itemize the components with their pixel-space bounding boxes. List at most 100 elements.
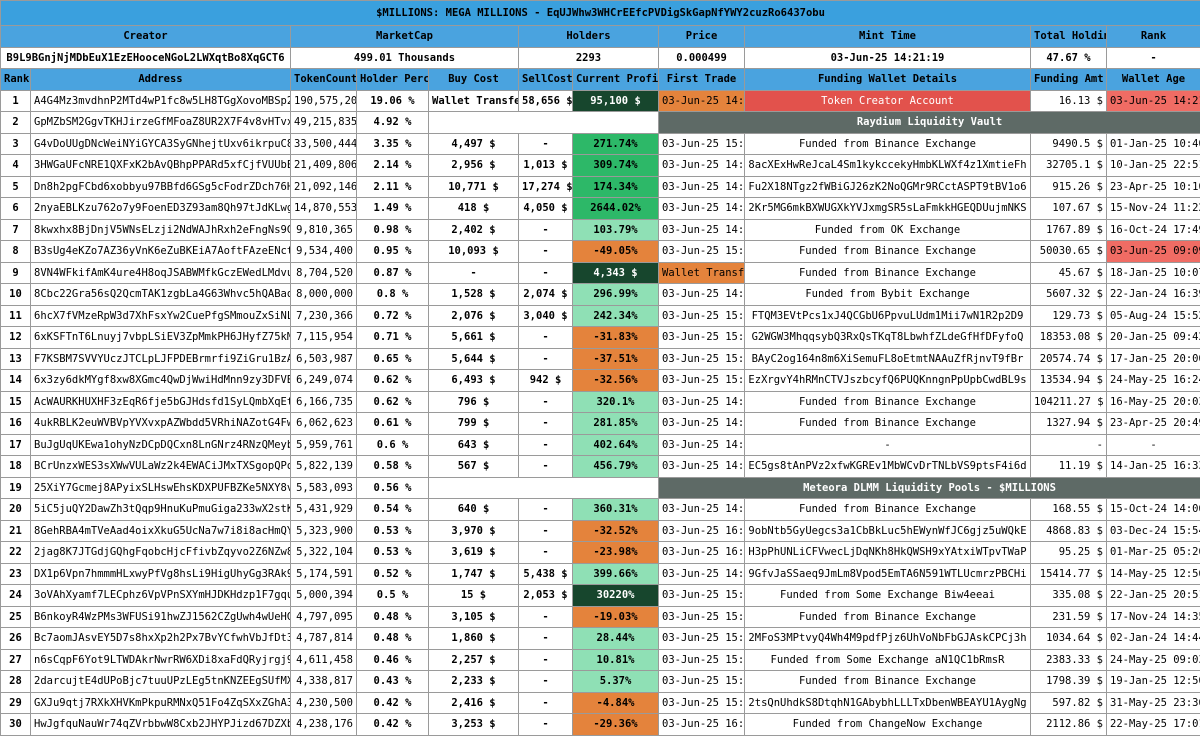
- funding-wallet-cell[interactable]: Funded from OK Exchange: [745, 219, 1031, 241]
- funding-wallet-cell[interactable]: FTQM3EVtPcs1xJ4QCGbU6PpvuLUdm1Mii7wN1R2p…: [745, 305, 1031, 327]
- buy-cost-cell: 799 $: [429, 413, 519, 435]
- rank-cell: 24: [1, 585, 31, 607]
- funding-wallet-cell[interactable]: Funded from Binance Exchange: [745, 413, 1031, 435]
- address-cell[interactable]: 6x3zy6dkMYgf8xw8XGmc4QwDjWwiHdMnn9zy3DFV…: [31, 370, 291, 392]
- sellcost-cell: -: [519, 714, 573, 736]
- address-cell[interactable]: 8VN4WFkifAmK4ure4H8oqJSABWMfkGczEWedLMdv…: [31, 262, 291, 284]
- funding-wallet-cell[interactable]: Funded from Some Exchange Biw4eeai: [745, 585, 1031, 607]
- funding-wallet-cell[interactable]: 2MFoS3MPtvyQ4Wh4M9pdfPjz6UhVoNbFbGJAskCP…: [745, 628, 1031, 650]
- address-cell[interactable]: 2nyaEBLKzu762o7y9FoenED3Z93am8Qh97tJdKLw…: [31, 198, 291, 220]
- funding-wallet-cell[interactable]: Funded from Binance Exchange: [745, 499, 1031, 521]
- address-cell[interactable]: 5iC5juQY2DawZh3tQqp9HnuKuPmuGiga233wX2st…: [31, 499, 291, 521]
- sellcost-cell: -: [519, 628, 573, 650]
- first-trade-cell: 03-Jun-25 15:45:06: [659, 327, 745, 349]
- first-trade-cell: 03-Jun-25 15:28:30: [659, 671, 745, 693]
- address-cell[interactable]: 2jag8K7JTGdjGQhgFqobcHjcFfivbZqyvo2Z6NZw…: [31, 542, 291, 564]
- creator-address[interactable]: B9L9BGnjNjMDbEuX1EzEHooceNGoL2LWXqtBo8Xq…: [1, 47, 291, 69]
- address-cell[interactable]: A4G4Mz3mvdhnP2MTd4wP1fc8w5LH8TGgXovoMBSp…: [31, 90, 291, 112]
- address-cell[interactable]: F7KSBM7SVVYUczJTCLpLJFPDEBrmrfi9ZiGru1Bz…: [31, 348, 291, 370]
- address-cell[interactable]: G4vDoUUgDNcWeiNYiGYCA3SyGNhejtUxv6ikrpuC…: [31, 133, 291, 155]
- funding-wallet-cell[interactable]: H3pPhUNLiCFVwecLjDqNKh8HkQWSH9xYAtxiWTpv…: [745, 542, 1031, 564]
- funding-wallet-cell[interactable]: 9obNtb5GyUegcs3a1CbBkLuc5hEWynWfJC6gjz5u…: [745, 520, 1031, 542]
- current-profit-cell: 5.37%: [573, 671, 659, 693]
- address-cell[interactable]: B6nkoyR4WzPMs3WFUSi91hwZJ1562CZgUwh4wUeH…: [31, 606, 291, 628]
- address-cell[interactable]: GXJu9qtj7RXkXHVKmPkpuRMNxQ51Fo4ZqSXxZGhA…: [31, 692, 291, 714]
- funding-wallet-cell[interactable]: 2Kr5MG6mkBXWUGXkYVJxmgSR5sLaFmkkHGEQDUuj…: [745, 198, 1031, 220]
- funding-wallet-cell[interactable]: Funded from Binance Exchange: [745, 391, 1031, 413]
- rank-value: -: [1107, 47, 1200, 69]
- funding-wallet-cell[interactable]: EC5gs8tAnPVz2xfwKGREv1MbWCvDrTNLbVS9ptsF…: [745, 456, 1031, 478]
- column-header-row: Rank Address TokenCount Holder Perc Buy …: [1, 69, 1200, 91]
- address-cell[interactable]: 4ukRBLK2euWVBVpYVXvxpAZWbdd5VRhiNAZotG4F…: [31, 413, 291, 435]
- funding-wallet-cell[interactable]: Funded from Binance Exchange: [745, 606, 1031, 628]
- address-cell[interactable]: GpMZbSM2GgvTKHJirzeGfMFoaZ8UR2X7F4v8vHTv…: [31, 112, 291, 134]
- address-cell[interactable]: 3oVAhXyamf7LECphz6VpVPnSXYmHJDKHdzp1F7gq…: [31, 585, 291, 607]
- address-cell[interactable]: AcWAURKHUXHF3zEqR6fje5bGJHdsfd1SyLQmbXqE…: [31, 391, 291, 413]
- funding-wallet-cell[interactable]: Funded from Binance Exchange: [745, 262, 1031, 284]
- wallet-age-cell: 31-May-25 23:36: [1107, 692, 1200, 714]
- tokencount-cell: 5,322,104: [291, 542, 357, 564]
- address-cell[interactable]: 8GehRBA4mTVeAad4oixXkuG5UcNa7w7i8i8acHmQ…: [31, 520, 291, 542]
- rank-cell: 18: [1, 456, 31, 478]
- tokencount-cell: 6,166,735: [291, 391, 357, 413]
- page-title: $MILLIONS: MEGA MILLIONS - EqUJWhw3WHCrE…: [1, 1, 1200, 26]
- funding-wallet-cell[interactable]: Funded from Bybit Exchange: [745, 284, 1031, 306]
- funding-wallet-cell[interactable]: Funded from Binance Exchange: [745, 241, 1031, 263]
- funding-wallet-cell[interactable]: BAyC2og164n8m6XiSemuFL8oEtmtNAAuZfRjnvT9…: [745, 348, 1031, 370]
- sellcost-cell: 17,274 $: [519, 176, 573, 198]
- address-cell[interactable]: 6hcX7fVMzeRpW3d7XhFsxYw2CuePfgSMmouZxSiN…: [31, 305, 291, 327]
- funding-wallet-cell[interactable]: -: [745, 434, 1031, 456]
- address-cell[interactable]: 25XiY7Gcmej8APyixSLHswEhsKDXPUFBZKe5NXY8…: [31, 477, 291, 499]
- first-trade-cell: 03-Jun-25 14:44:28: [659, 563, 745, 585]
- address-cell[interactable]: 2darcujtE4dUPoBjc7tuuUPzLEg5tnKNZEEgSUfM…: [31, 671, 291, 693]
- current-profit-cell: 402.64%: [573, 434, 659, 456]
- tokencount-cell: 5,000,394: [291, 585, 357, 607]
- address-cell[interactable]: 8kwxhx8BjDnjV5WNsELzji2NdWAJhRxh2eFngNs9…: [31, 219, 291, 241]
- address-cell[interactable]: BCrUnzxWES3sXWwVULaWz2k4EWACiJMxTXSgopQP…: [31, 456, 291, 478]
- address-cell[interactable]: DX1p6Vpn7hmmmHLxwyPfVg8hsLi9HigUhyGg3RAk…: [31, 563, 291, 585]
- current-profit-cell: -23.98%: [573, 542, 659, 564]
- funding-wallet-cell[interactable]: Funded from Binance Exchange: [745, 671, 1031, 693]
- holder-perc-cell: 0.61 %: [357, 413, 429, 435]
- funding-wallet-cell[interactable]: 9GfvJaSSaeq9JmLm8Vpod5EmTA6N591WTLUcmrzP…: [745, 563, 1031, 585]
- address-cell[interactable]: Bc7aomJAsvEY5D7s8hxXp2h2Px7BvYCfwhVbJfDt…: [31, 628, 291, 650]
- address-cell[interactable]: B3sUg4eKZo7AZ36yVnK6eZuBKEiA7AoftFAzeENc…: [31, 241, 291, 263]
- buy-cost-cell: 2,956 $: [429, 155, 519, 177]
- funding-wallet-cell[interactable]: EzXrgvY4hRMnCTVJszbcyfQ6PUQKnngnPpUpbCwd…: [745, 370, 1031, 392]
- wallet-age-cell: 22-Jan-24 16:39: [1107, 284, 1200, 306]
- funding-wallet-cell[interactable]: Funded from ChangeNow Exchange: [745, 714, 1031, 736]
- funding-wallet-cell[interactable]: Funded from Some Exchange aN1QC1bRmsR: [745, 649, 1031, 671]
- address-cell[interactable]: HwJgfquNauWr74qZVrbbwW8Cxb2JHYPJizd67DZX…: [31, 714, 291, 736]
- holder-perc-cell: 0.42 %: [357, 714, 429, 736]
- first-trade-cell: 03-Jun-25 14:53:08: [659, 413, 745, 435]
- buy-cost-cell: 796 $: [429, 391, 519, 413]
- funding-wallet-cell[interactable]: Token Creator Account: [745, 90, 1031, 112]
- blank-cell: [429, 112, 659, 134]
- address-cell[interactable]: n6sCqpF6Yot9LTWDAkrNwrRW6XDi8xaFdQRyjrgj…: [31, 649, 291, 671]
- current-profit-cell: 360.31%: [573, 499, 659, 521]
- funding-wallet-cell[interactable]: 8acXExHwReJcaL4Sm1kykccekyHmbKLWXf4z1Xmt…: [745, 155, 1031, 177]
- current-profit-cell: -32.56%: [573, 370, 659, 392]
- funding-wallet-cell[interactable]: Fu2X18NTgz2fWBiGJ26zK2NoQGMr9RCctASPT9tB…: [745, 176, 1031, 198]
- address-cell[interactable]: 8Cbc22Gra56sQ2QcmTAK1zgbLa4G63Whvc5hQABa…: [31, 284, 291, 306]
- address-cell[interactable]: BuJgUqUKEwa1ohyNzDCpDQCxn8LnGNrz4RNzQMey…: [31, 434, 291, 456]
- column-header-sellcost: SellCost: [519, 69, 573, 91]
- funding-wallet-cell[interactable]: 2tsQnUhdkS8DtqhN1GAbybhLLLTxDbenWBEAYU1A…: [745, 692, 1031, 714]
- address-cell[interactable]: Dn8h2pgFCbd6xobbyu97BBfd6GSg5cFodrZDch76…: [31, 176, 291, 198]
- sellcost-cell: 942 $: [519, 370, 573, 392]
- funding-wallet-cell[interactable]: G2WGW3MhqqsybQ3RxQsTKqT8LbwhfZLdeGfHfDFy…: [745, 327, 1031, 349]
- address-cell[interactable]: 3HWGaUFcNRE1QXFxK2bAvQBhpPPARd5xfCjfVUUb…: [31, 155, 291, 177]
- column-header-funding-amt: Funding Amt: [1031, 69, 1107, 91]
- address-cell[interactable]: 6xKSFTnT6Lnuyj7vbpLSiEV3ZpMmkPH6JHyfZ75k…: [31, 327, 291, 349]
- buy-cost-cell: 1,747 $: [429, 563, 519, 585]
- funding-wallet-cell[interactable]: Funded from Binance Exchange: [745, 133, 1031, 155]
- first-trade-cell: 03-Jun-25 15:31:22: [659, 348, 745, 370]
- current-profit-cell: 10.81%: [573, 649, 659, 671]
